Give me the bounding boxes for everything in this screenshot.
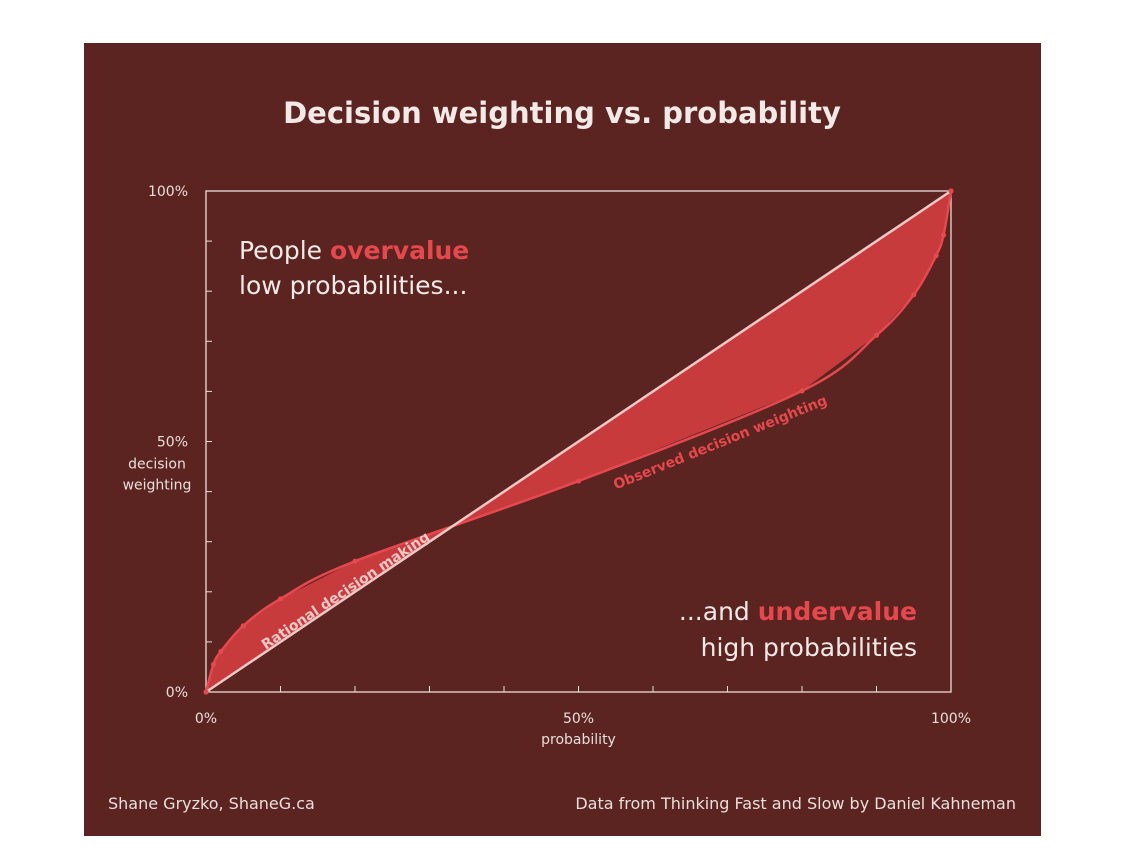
y-axis-label: decision weighting (123, 457, 192, 494)
footer-credit: Shane Gryzko, ShaneG.ca (108, 794, 315, 813)
data-point-observed (948, 188, 954, 194)
data-point-observed (940, 232, 947, 238)
plot-frame (205, 190, 952, 693)
annotation-undervalue-prefix: ...and (679, 597, 758, 626)
annotation-undervalue-emphasis: undervalue (758, 597, 917, 626)
x-tick-label-100: 100% (931, 711, 971, 727)
annotation-undervalue-line2: high probabilities (701, 633, 917, 662)
annotation-overvalue-line1: People overvalue (239, 236, 469, 265)
x-tick-label-50: 50% (563, 711, 594, 727)
data-point-observed (799, 388, 805, 394)
data-point-observed (933, 253, 939, 259)
data-point-observed (352, 558, 358, 564)
chart-card: Decision weighting vs. probability 0% 50… (84, 43, 1041, 836)
data-point-observed (277, 596, 284, 602)
data-point-observed (218, 648, 224, 655)
series-lines (203, 188, 954, 695)
x-axis-label: probability (541, 732, 616, 748)
data-point-observed (210, 661, 217, 668)
data-point-observed (911, 292, 917, 298)
x-tick-label-0: 0% (195, 711, 217, 727)
annotation-undervalue-line1: ...and undervalue (679, 597, 917, 626)
annotation-overvalue-emphasis: overvalue (330, 236, 469, 265)
data-point-observed (240, 623, 246, 629)
data-point-observed (873, 332, 880, 338)
chart-title: Decision weighting vs. probability (283, 96, 841, 130)
data-point-observed (575, 478, 582, 484)
annotation-overvalue-prefix: People (239, 236, 330, 265)
series-line-rational (205, 189, 952, 694)
series-label-rational: Rational decision making (259, 529, 433, 653)
y-tick-label-50: 50% (157, 435, 188, 451)
y-tick-label-100: 100% (148, 184, 188, 200)
chart-canvas: Decision weighting vs. probability 0% 50… (108, 96, 1016, 813)
y-tick-label-0: 0% (166, 685, 188, 701)
annotation-overvalue-line2: low probabilities... (239, 271, 467, 300)
footer-source: Data from Thinking Fast and Slow by Dani… (575, 794, 1016, 813)
data-point-observed (203, 689, 209, 695)
